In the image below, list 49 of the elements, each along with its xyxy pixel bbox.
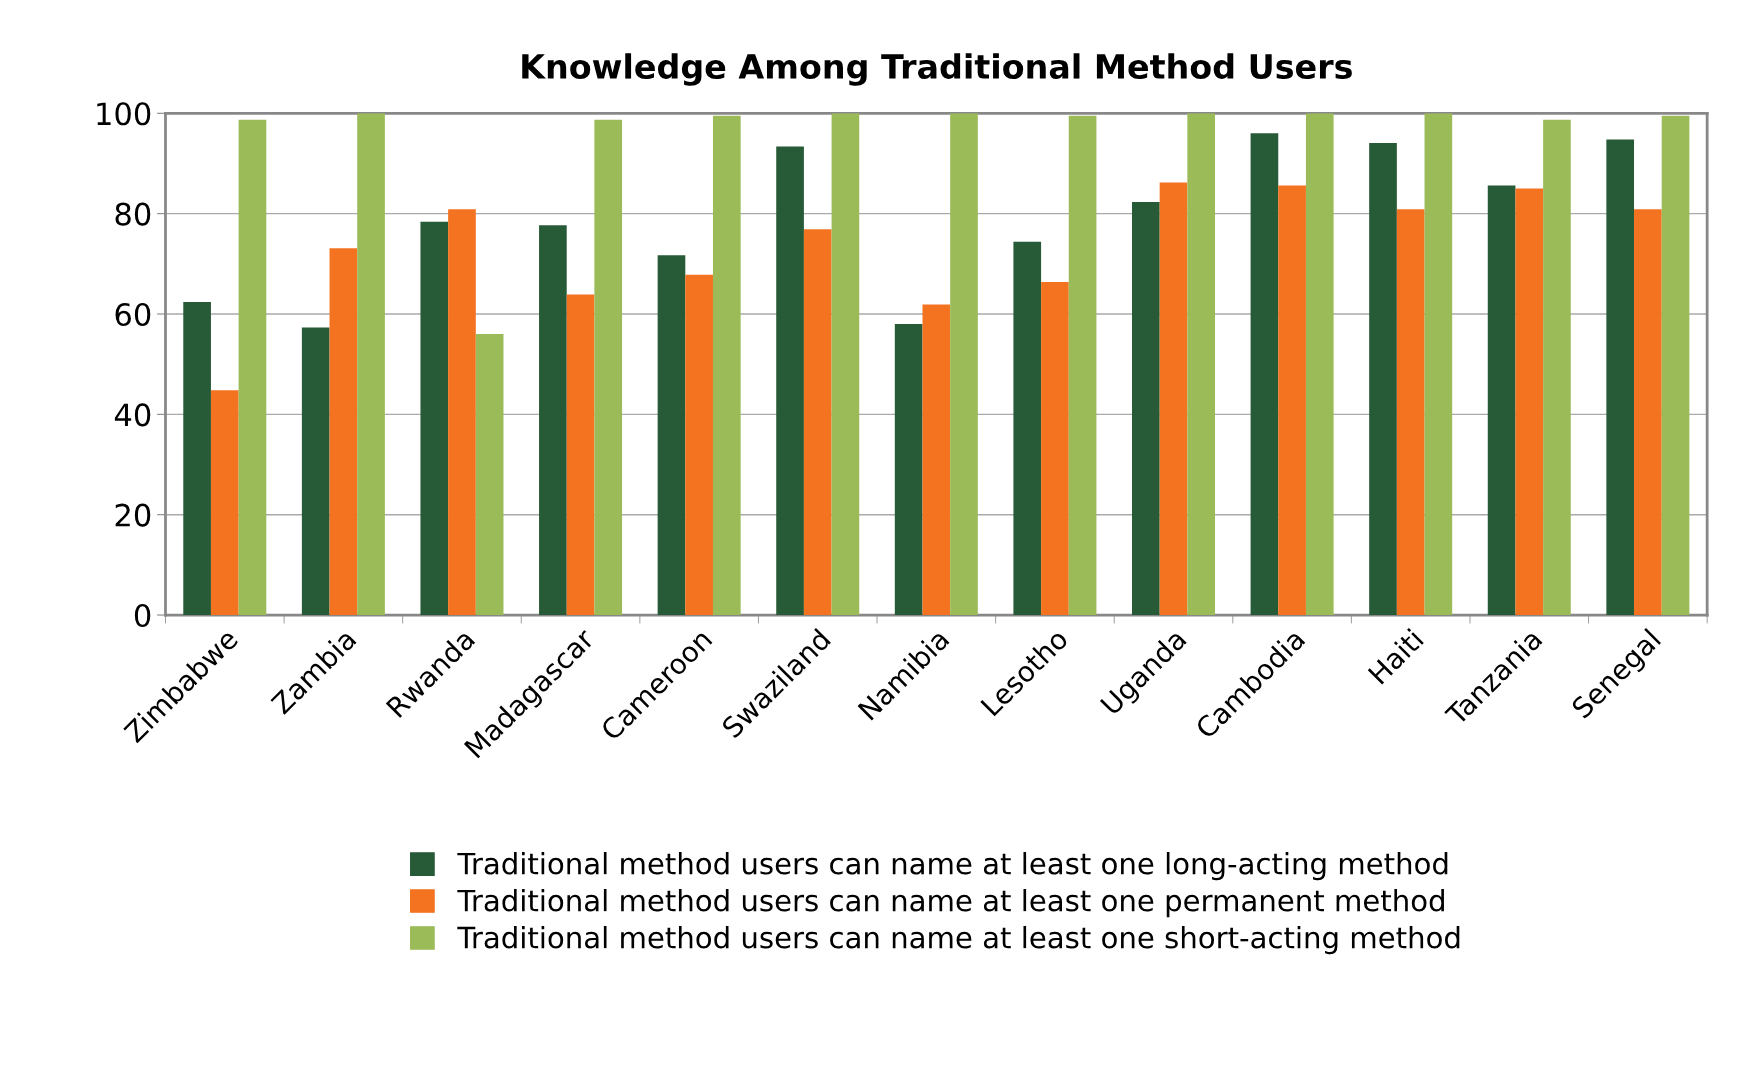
bar xyxy=(420,221,449,616)
bar xyxy=(712,115,741,616)
legend-label: Traditional method users can name at least one long-acting method xyxy=(457,852,1448,881)
bar xyxy=(1606,139,1635,616)
bar xyxy=(1396,209,1425,616)
bar xyxy=(594,119,623,616)
bar xyxy=(1159,182,1188,616)
bar xyxy=(301,327,330,616)
bar xyxy=(1278,185,1306,616)
bar xyxy=(803,229,832,616)
bar xyxy=(657,255,686,616)
bar xyxy=(1634,209,1662,616)
bar xyxy=(1515,188,1544,616)
bar xyxy=(894,324,923,616)
bar xyxy=(1132,202,1160,616)
bar xyxy=(1068,115,1097,616)
bar xyxy=(238,119,267,616)
y-tick-label: 20 xyxy=(115,503,151,527)
bar xyxy=(1305,113,1334,616)
bar xyxy=(1013,241,1042,616)
bar xyxy=(539,225,567,616)
bar xyxy=(329,248,358,616)
bar xyxy=(831,113,860,616)
legend-label: Traditional method users can name at least one short-acting method xyxy=(457,925,1460,955)
bar xyxy=(448,209,476,616)
bar xyxy=(1187,113,1216,616)
bar xyxy=(183,301,211,616)
bar xyxy=(922,304,951,616)
bar xyxy=(950,113,978,616)
legend-label: Traditional method users can name at least one permanent method xyxy=(457,888,1444,918)
bar xyxy=(1041,281,1069,616)
bar xyxy=(776,146,804,616)
y-tick-label: 100 xyxy=(97,102,151,126)
y-tick-label: 60 xyxy=(115,302,151,327)
bar xyxy=(566,294,595,616)
bar xyxy=(1369,142,1397,616)
y-tick-label: 40 xyxy=(114,403,151,427)
bar xyxy=(357,113,385,616)
bar xyxy=(1543,119,1571,616)
chart-title: Knowledge Among Traditional Method Users xyxy=(522,53,1352,86)
bar xyxy=(475,334,504,616)
bar xyxy=(210,390,239,616)
bar xyxy=(685,274,713,616)
bar xyxy=(1487,185,1516,616)
y-tick-label: 80 xyxy=(115,202,151,226)
y-tick-label: 0 xyxy=(134,603,151,628)
bar xyxy=(1424,113,1453,616)
bar xyxy=(1661,115,1690,616)
bar xyxy=(1250,133,1279,616)
